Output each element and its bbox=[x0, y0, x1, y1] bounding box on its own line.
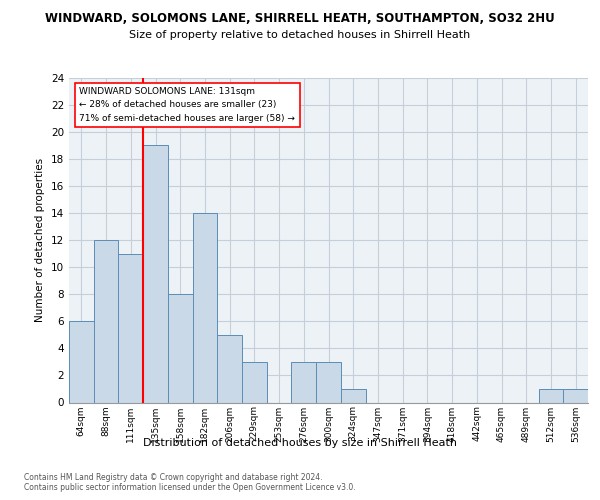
Bar bbox=[118, 254, 143, 402]
Text: Size of property relative to detached houses in Shirrell Heath: Size of property relative to detached ho… bbox=[130, 30, 470, 40]
Y-axis label: Number of detached properties: Number of detached properties bbox=[35, 158, 46, 322]
Bar bbox=[316, 362, 341, 403]
Text: Contains HM Land Registry data © Crown copyright and database right 2024.: Contains HM Land Registry data © Crown c… bbox=[24, 472, 323, 482]
Bar bbox=[193, 213, 217, 402]
Text: Distribution of detached houses by size in Shirrell Heath: Distribution of detached houses by size … bbox=[143, 438, 457, 448]
Bar bbox=[563, 389, 588, 402]
Text: WINDWARD SOLOMONS LANE: 131sqm
← 28% of detached houses are smaller (23)
71% of : WINDWARD SOLOMONS LANE: 131sqm ← 28% of … bbox=[79, 87, 295, 122]
Bar bbox=[143, 145, 168, 403]
Bar bbox=[341, 389, 365, 402]
Bar bbox=[539, 389, 563, 402]
Text: Contains public sector information licensed under the Open Government Licence v3: Contains public sector information licen… bbox=[24, 482, 356, 492]
Bar bbox=[94, 240, 118, 402]
Bar bbox=[242, 362, 267, 403]
Bar bbox=[168, 294, 193, 403]
Text: WINDWARD, SOLOMONS LANE, SHIRRELL HEATH, SOUTHAMPTON, SO32 2HU: WINDWARD, SOLOMONS LANE, SHIRRELL HEATH,… bbox=[45, 12, 555, 26]
Bar bbox=[217, 335, 242, 402]
Bar bbox=[69, 322, 94, 402]
Bar bbox=[292, 362, 316, 403]
